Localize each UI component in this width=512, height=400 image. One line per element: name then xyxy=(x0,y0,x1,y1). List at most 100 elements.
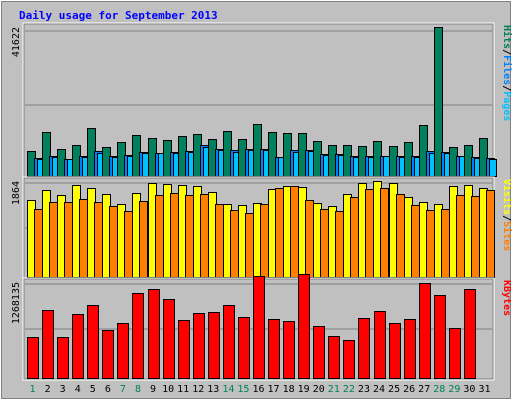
legend-item: Sites xyxy=(501,221,512,251)
bar-kbytes-day-23 xyxy=(358,318,370,379)
bar-kbytes-day-2 xyxy=(42,310,54,379)
y-max-label: 1268135 xyxy=(11,282,22,324)
legend-item: KBytes xyxy=(501,280,512,316)
panel-hits-files-pages: 41622 Hits/Files/Pages xyxy=(11,22,512,179)
legend-visits-sites: Visits/Sites xyxy=(501,179,512,251)
day-label-4: 4 xyxy=(75,384,81,395)
day-label-5: 5 xyxy=(90,384,96,395)
bar-kbytes-day-22 xyxy=(343,340,355,379)
bar-sites-day-21 xyxy=(335,211,344,278)
chart-title: Daily usage for September 2013 xyxy=(19,9,218,22)
bar-sites-day-29 xyxy=(456,195,465,278)
bar-sites-day-11 xyxy=(185,195,194,278)
bar-kbytes-day-19 xyxy=(298,274,310,379)
bar-kbytes-day-1 xyxy=(27,337,39,379)
bar-kbytes-day-27 xyxy=(419,283,431,379)
panel-kbytes: 1268135 KBytes xyxy=(11,274,512,381)
bar-kbytes-day-8 xyxy=(132,293,144,379)
bar-sites-day-4 xyxy=(79,199,88,278)
bar-kbytes-day-5 xyxy=(87,305,99,379)
bar-sites-day-5 xyxy=(94,202,103,278)
bar-sites-day-9 xyxy=(155,195,164,278)
legend-item: Visits xyxy=(501,179,512,215)
legend-hits-files-pages: Hits/Files/Pages xyxy=(501,25,512,121)
day-label-9: 9 xyxy=(150,384,156,395)
day-label-26: 26 xyxy=(403,384,415,395)
bar-sites-day-6 xyxy=(109,206,118,278)
bar-kbytes-day-13 xyxy=(208,312,220,379)
day-label-15: 15 xyxy=(237,384,249,395)
day-label-20: 20 xyxy=(313,384,325,395)
bar-kbytes-day-14 xyxy=(223,305,235,379)
bar-kbytes-day-4 xyxy=(72,314,84,379)
day-label-14: 14 xyxy=(222,384,234,395)
bar-sites-day-3 xyxy=(64,202,73,278)
bar-kbytes-day-28 xyxy=(434,295,446,379)
bar-sites-day-13 xyxy=(215,204,224,278)
bar-kbytes-day-11 xyxy=(178,320,190,379)
bar-sites-day-30 xyxy=(471,196,480,278)
bar-kbytes-day-3 xyxy=(57,337,69,379)
bar-sites-day-27 xyxy=(426,210,435,278)
bar-kbytes-day-12 xyxy=(193,313,205,379)
day-label-10: 10 xyxy=(162,384,174,395)
day-label-25: 25 xyxy=(388,384,400,395)
bar-sites-day-15 xyxy=(245,213,254,278)
bar-kbytes-day-24 xyxy=(374,311,386,379)
day-label-6: 6 xyxy=(105,384,111,395)
bar-sites-day-8 xyxy=(139,201,148,278)
bar-sites-day-24 xyxy=(380,188,389,278)
legend-item: Hits xyxy=(501,25,512,49)
bar-kbytes-day-9 xyxy=(148,289,160,379)
day-label-13: 13 xyxy=(207,384,219,395)
bar-kbytes-day-30 xyxy=(464,289,476,379)
bar-sites-day-17 xyxy=(275,188,284,278)
bar-sites-day-7 xyxy=(124,211,133,278)
day-label-16: 16 xyxy=(252,384,264,395)
bar-sites-day-2 xyxy=(49,202,58,278)
bar-sites-day-10 xyxy=(170,193,179,278)
day-label-17: 17 xyxy=(268,384,280,395)
day-label-11: 11 xyxy=(177,384,189,395)
day-label-28: 28 xyxy=(433,384,445,395)
day-label-1: 1 xyxy=(30,384,36,395)
day-label-31: 31 xyxy=(478,384,490,395)
day-label-2: 2 xyxy=(45,384,51,395)
day-label-12: 12 xyxy=(192,384,204,395)
bar-pages-day-31 xyxy=(489,159,497,177)
bar-sites-day-31 xyxy=(486,190,495,278)
y-max-label: 41622 xyxy=(11,27,22,57)
bar-sites-day-22 xyxy=(350,197,359,278)
legend-item: / xyxy=(501,49,512,55)
day-axis: 1 2 3 4 5 6 7 8 9 10 11 12 13 14 15 16 17 18 19 20 21 22 23 24 2… xyxy=(30,384,491,395)
bar-sites-day-20 xyxy=(320,209,329,278)
day-label-29: 29 xyxy=(448,384,460,395)
day-label-18: 18 xyxy=(283,384,295,395)
bar-kbytes-day-6 xyxy=(102,330,114,379)
bar-sites-day-23 xyxy=(365,189,374,278)
legend-item: / xyxy=(501,215,512,221)
bar-kbytes-day-17 xyxy=(268,319,280,379)
day-label-30: 30 xyxy=(463,384,475,395)
day-label-8: 8 xyxy=(135,384,141,395)
bar-kbytes-day-20 xyxy=(313,326,325,379)
day-label-22: 22 xyxy=(343,384,355,395)
day-label-23: 23 xyxy=(358,384,370,395)
legend-item: Files xyxy=(501,55,512,85)
bar-sites-day-12 xyxy=(200,194,209,278)
bar-sites-day-14 xyxy=(230,210,239,278)
bar-sites-day-1 xyxy=(34,209,43,278)
bar-kbytes-day-25 xyxy=(389,323,401,379)
bar-kbytes-day-18 xyxy=(283,321,295,379)
legend-kbytes: KBytes xyxy=(501,280,512,316)
bar-sites-day-16 xyxy=(260,204,269,278)
bar-kbytes-day-21 xyxy=(328,336,340,379)
day-label-27: 27 xyxy=(418,384,430,395)
bar-kbytes-day-16 xyxy=(253,276,265,379)
panel-visits-sites: 1864 Visits/Sites xyxy=(11,176,512,280)
bar-sites-day-26 xyxy=(411,205,420,278)
day-label-24: 24 xyxy=(373,384,385,395)
